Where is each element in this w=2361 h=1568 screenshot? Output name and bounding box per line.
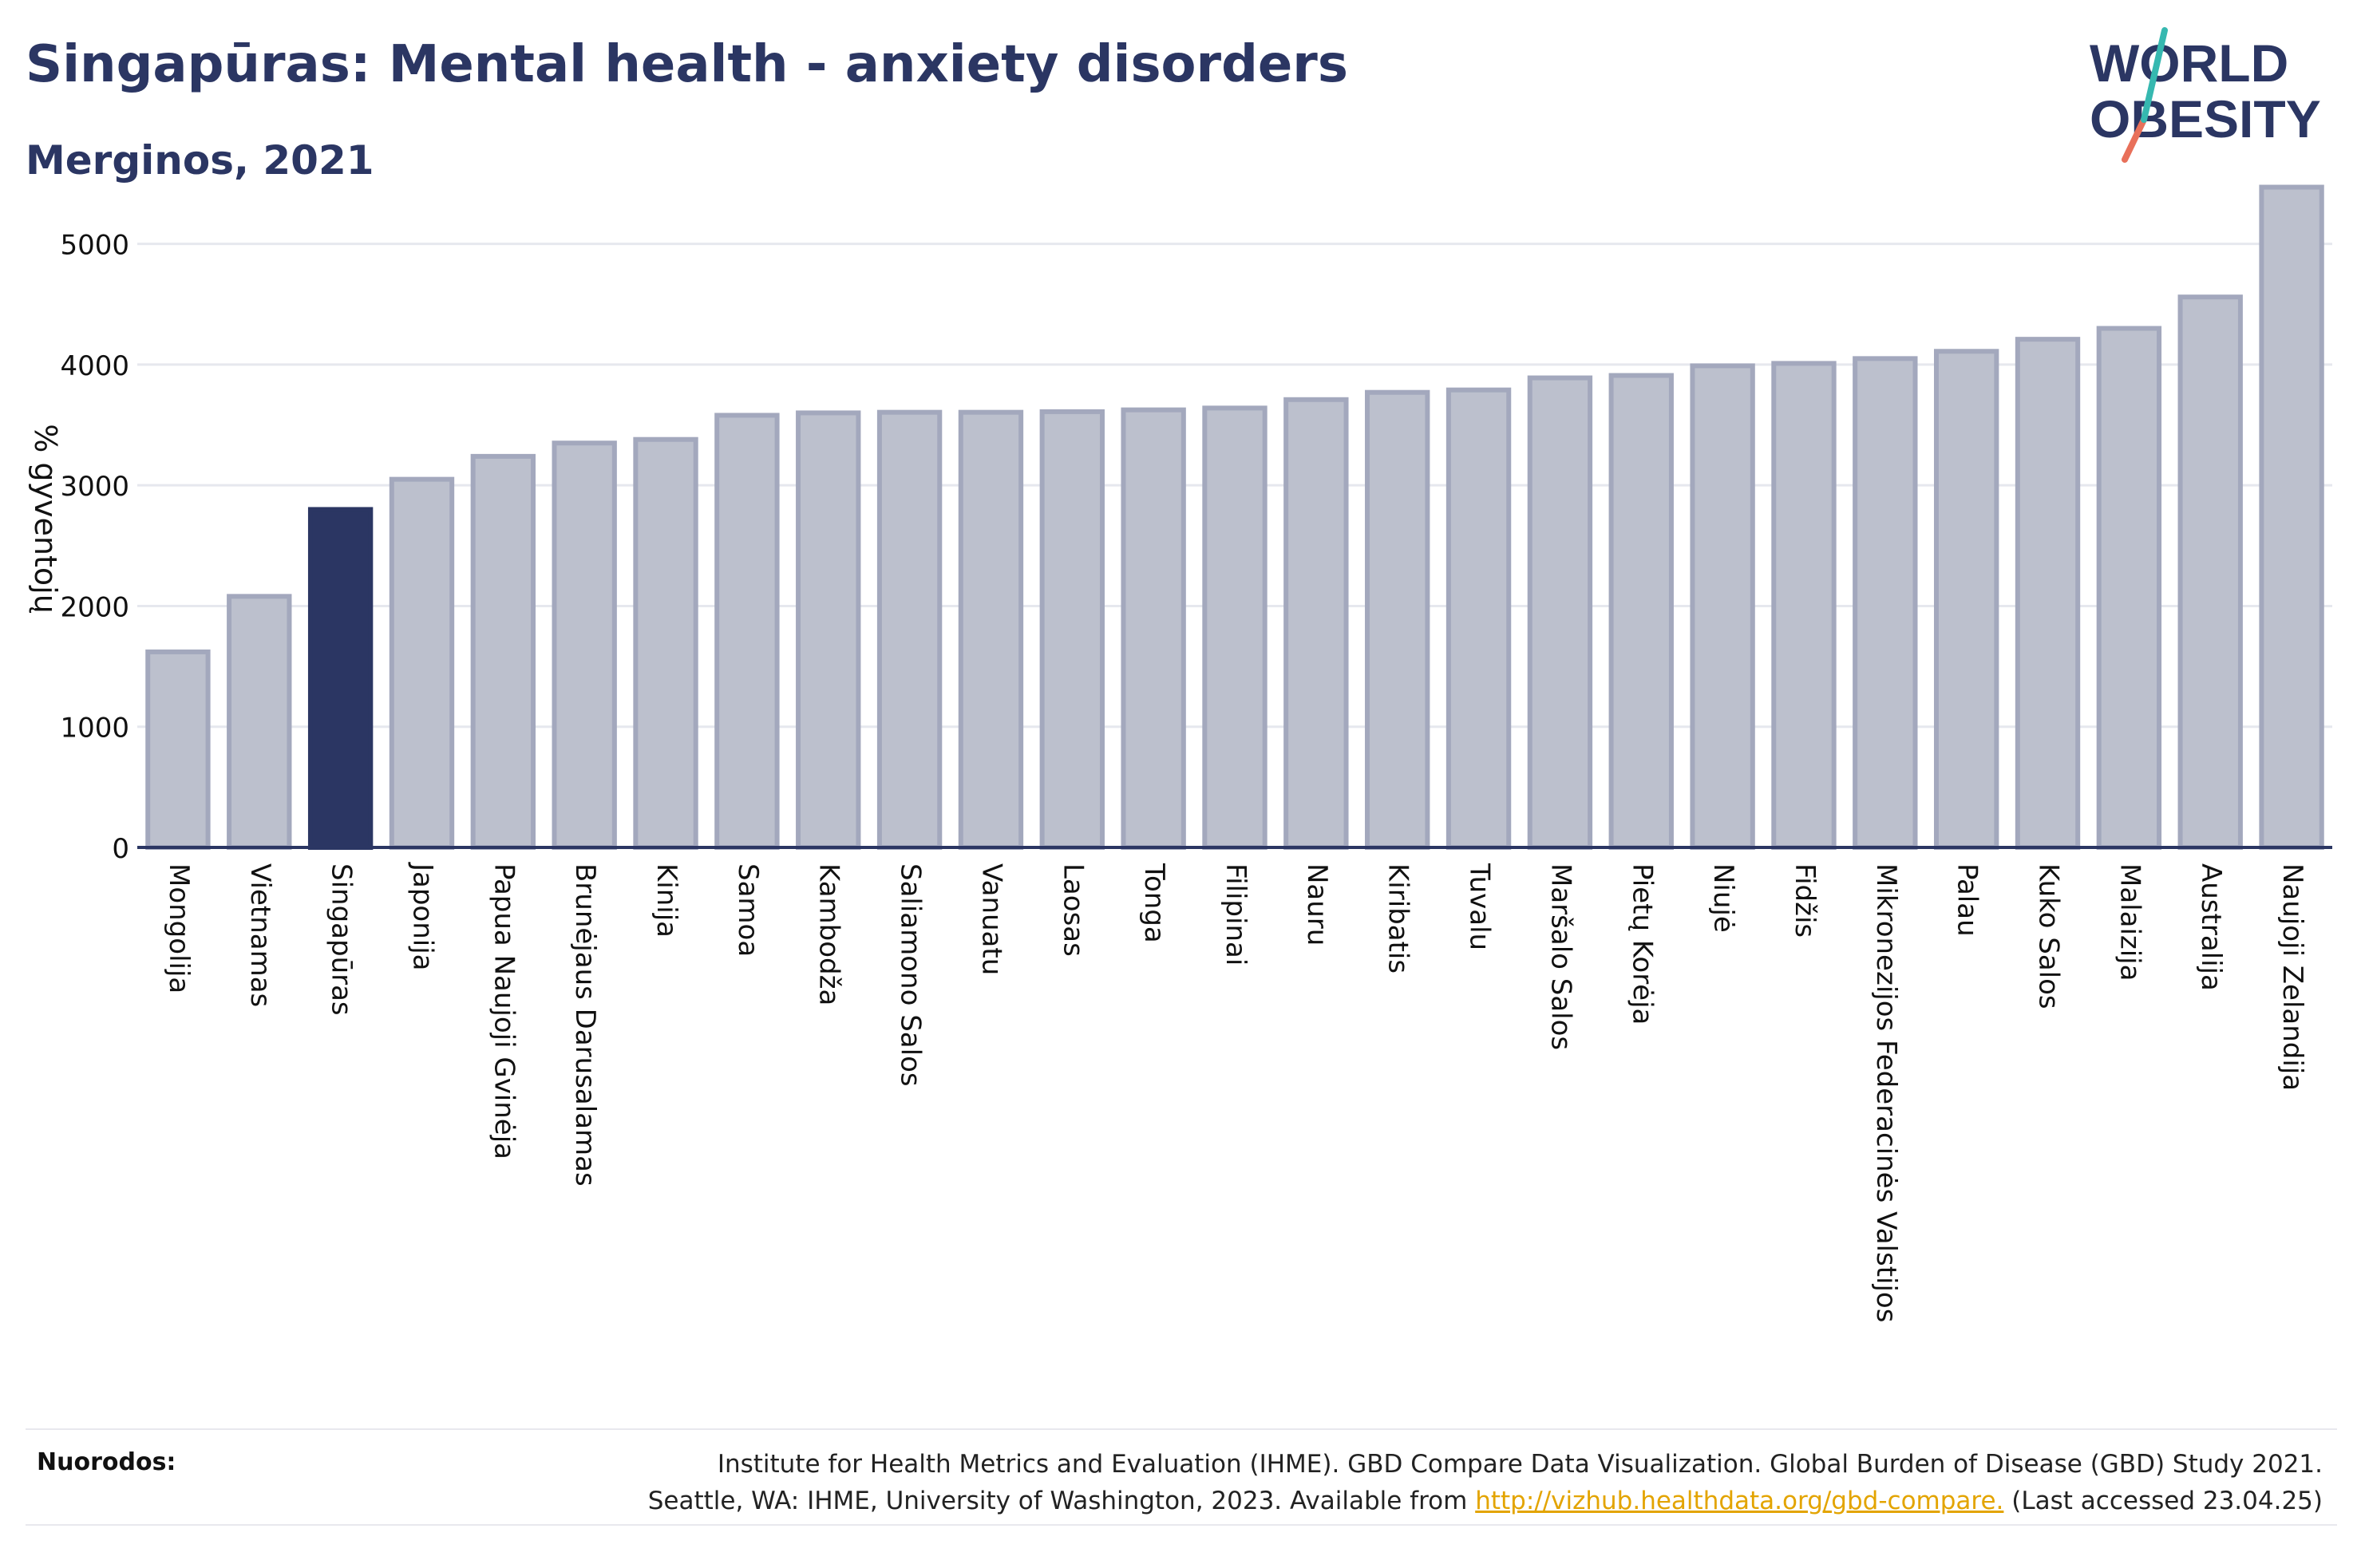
bar-kuko-salos (2015, 337, 2081, 850)
bar-laosas (1039, 409, 1105, 850)
reference-line-2-prefix: Seattle, WA: IHME, University of Washing… (647, 1487, 1476, 1515)
reference-line-1: Institute for Health Metrics and Evaluat… (717, 1450, 2323, 1479)
x-tick-label: Saliamono Salos (895, 863, 927, 1087)
y-tick-label: 2000 (60, 591, 129, 623)
bar-niujė (1690, 363, 1755, 850)
x-tick-label: Niujė (1707, 863, 1739, 933)
bar-vanuatu (958, 409, 1024, 850)
x-tick-label: Mongolija (163, 863, 195, 993)
x-tick-label: Kuko Salos (2033, 863, 2065, 1009)
bar-naujoji-zelandija (2259, 184, 2324, 850)
bar-kinija (633, 436, 698, 850)
bars (145, 184, 2324, 851)
chart-subtitle: Merginos, 2021 (26, 137, 374, 184)
bar-kambodža (796, 410, 861, 850)
y-tick-label: 0 (112, 833, 129, 865)
x-tick-label: Kinija (651, 863, 682, 938)
reference-link[interactable]: http://vizhub.healthdata.org/gbd-compare… (1475, 1487, 2004, 1515)
y-tick-label: 1000 (60, 713, 129, 745)
logo-slash-coral (2122, 117, 2147, 163)
reference-line-2-suffix: (Last accessed 23.04.25) (2003, 1487, 2323, 1515)
x-tick-label: Nauru (1301, 863, 1333, 946)
bar-mongolija (145, 649, 211, 850)
x-tick-label: Australija (2195, 863, 2227, 991)
x-tick-label: Maršalo Salos (1544, 863, 1576, 1050)
y-axis-label: % gyventojų (28, 424, 63, 614)
x-tick-label: Singapūras (326, 863, 358, 1016)
bar-kiribatis (1365, 389, 1430, 850)
x-tick-label: Vietnamas (244, 863, 276, 1007)
references-label: Nuorodos: (37, 1448, 176, 1476)
references-text: Institute for Health Metrics and Evaluat… (487, 1446, 2323, 1519)
world-obesity-logo: WORLD OBESITY (2090, 27, 2321, 163)
bar-malaizija (2096, 326, 2162, 850)
bar-filipinai (1202, 405, 1268, 851)
bar-fidžis (1771, 361, 1837, 850)
y-tick-label: 4000 (60, 350, 129, 382)
bar-samoa (714, 413, 780, 850)
x-axis-labels: Mongolija Vietnamas Singapūras Japonija Papu… (163, 862, 2308, 1322)
chart-title: Singapūras: Mental health - anxiety diso… (26, 35, 1348, 94)
x-tick-label: Vanuatu (975, 863, 1007, 975)
bar-singapūras (307, 507, 374, 850)
bar-papua-naujoji-gvinėja (470, 453, 536, 850)
bar-mikronezijos-federacinės-valstijos (1853, 356, 1918, 850)
x-tick-label: Kambodža (813, 863, 845, 1005)
x-tick-label: Mikronezijos Federacinės Valstijos (1870, 863, 1902, 1322)
x-tick-label: Filipinai (1220, 863, 1252, 966)
bar-pietų-korėja (1608, 373, 1674, 851)
x-tick-label: Samoa (732, 863, 764, 957)
x-tick-label: Palau (1952, 863, 1983, 937)
x-tick-label: Malaizija (2114, 863, 2145, 981)
x-tick-label: Fidžis (1789, 863, 1821, 938)
footer-divider-bottom (26, 1524, 2337, 1526)
bar-vietnamas (227, 594, 292, 850)
bar-australija (2177, 294, 2243, 850)
x-tick-label: Brunėjaus Darusalamas (569, 863, 601, 1187)
logo-slash-teal (2141, 27, 2168, 123)
logo-line-2: OBESITY (2090, 89, 2321, 148)
bar-tuvalu (1445, 387, 1512, 850)
x-tick-label: Naujoji Zelandija (2276, 863, 2308, 1091)
x-tick-label: Japonija (406, 862, 438, 971)
bar-tonga (1121, 407, 1186, 850)
y-axis-ticks: 0 1000 2000 3000 4000 5000 (60, 230, 129, 865)
x-tick-label: Kiribatis (1382, 863, 1414, 974)
bar-saliamono-salos (876, 409, 943, 850)
logo-line-1: WORLD (2090, 34, 2288, 93)
y-tick-label: 3000 (60, 471, 129, 503)
x-tick-label: Pietų Korėja (1626, 863, 1658, 1025)
bar-chart: 0 1000 2000 3000 4000 5000 Mongolija Vietnamas… (28, 184, 2332, 1322)
x-tick-label: Laosas (1057, 863, 1089, 957)
y-tick-label: 5000 (60, 230, 129, 262)
bar-japonija (389, 476, 455, 850)
footer-divider-top (26, 1428, 2337, 1430)
bar-brunėjaus-darusalamas (552, 440, 617, 851)
x-tick-label: Papua Naujoji Gvinėja (488, 863, 520, 1159)
bar-palau (1933, 349, 1999, 850)
x-tick-label: Tuvalu (1464, 863, 1496, 950)
bar-nauru (1283, 397, 1349, 850)
bar-maršalo-salos (1527, 375, 1593, 851)
x-tick-label: Tonga (1138, 863, 1170, 943)
